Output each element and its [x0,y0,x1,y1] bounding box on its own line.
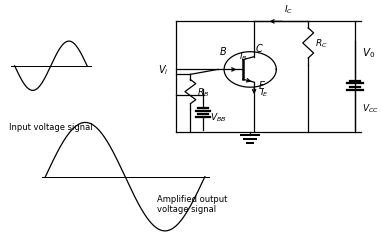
Text: $V_i$: $V_i$ [158,63,168,77]
Text: Amplified output
voltage signal: Amplified output voltage signal [157,194,227,213]
Text: $I_C$: $I_C$ [284,4,293,16]
Text: $R_C$: $R_C$ [315,38,327,50]
Text: $I_B$: $I_B$ [239,50,248,63]
Text: E: E [259,80,265,90]
Text: $R_B$: $R_B$ [197,86,209,99]
Text: $V_{CC}$: $V_{CC}$ [362,102,379,114]
Text: $V_0$: $V_0$ [362,46,375,60]
Text: B: B [220,47,227,57]
Text: C: C [256,44,263,54]
Text: $V_{BB}$: $V_{BB}$ [210,111,227,123]
Text: $I_E$: $I_E$ [259,86,268,99]
Text: Input voltage signal: Input voltage signal [9,123,93,132]
